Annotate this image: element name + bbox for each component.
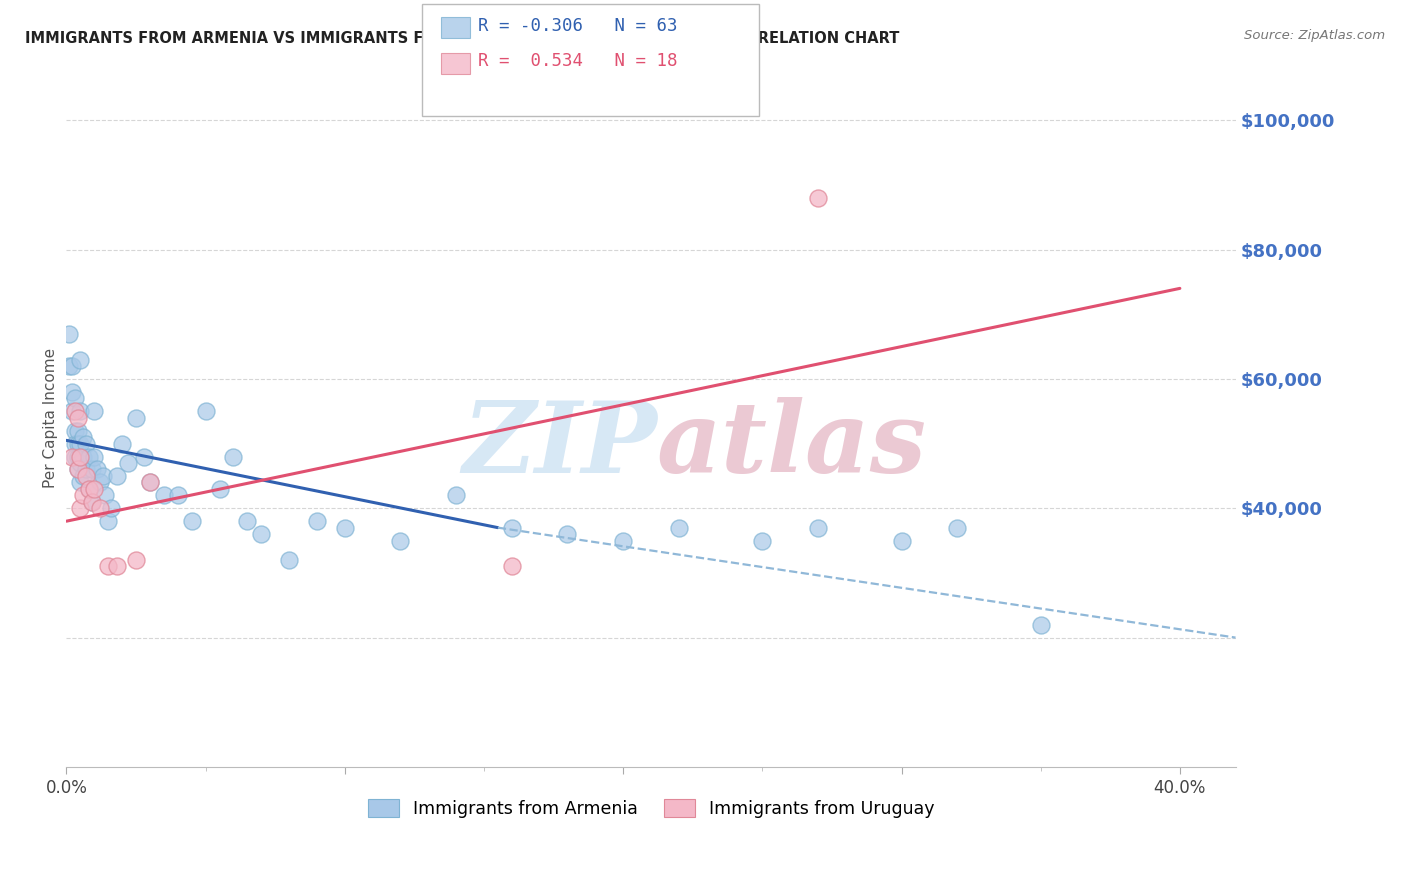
Point [668,521,690,535]
Point [80,495,103,509]
Text: Source: ZipAtlas.com: Source: ZipAtlas.com [1244,29,1385,42]
Point [557,527,579,541]
Point [89,501,111,516]
Point [250,527,273,541]
Point [72,450,94,464]
Point [60,384,83,399]
Point [58,359,80,373]
Point [86,462,108,476]
Point [1029,617,1052,632]
Point [89,475,111,490]
Point [807,191,830,205]
Point [63,404,86,418]
Point [63,436,86,450]
Point [66,450,89,464]
Point [75,469,97,483]
Point [69,475,91,490]
Point [69,501,91,516]
Point [69,456,91,470]
Point [501,521,523,535]
Point [946,521,969,535]
Point [63,392,86,406]
Point [80,462,103,476]
Point [60,450,83,464]
Point [66,424,89,438]
Point [75,462,97,476]
Text: ZIP: ZIP [461,398,657,494]
Point [105,469,128,483]
Point [66,462,89,476]
Text: IMMIGRANTS FROM ARMENIA VS IMMIGRANTS FROM URUGUAY PER CAPITA INCOME CORRELATION: IMMIGRANTS FROM ARMENIA VS IMMIGRANTS FR… [25,31,900,46]
Point [111,436,134,450]
Point [60,359,83,373]
Point [125,553,148,567]
Point [222,450,245,464]
Point [194,404,217,418]
Point [66,462,89,476]
Point [66,410,89,425]
Text: R = -0.306   N = 63: R = -0.306 N = 63 [478,17,678,35]
Point [125,410,148,425]
Point [77,450,100,464]
Point [100,501,122,516]
Point [153,488,176,502]
Text: atlas: atlas [657,398,927,494]
Point [58,326,80,341]
Point [208,482,231,496]
Point [333,521,356,535]
Point [612,533,634,548]
Point [69,404,91,418]
Point [69,436,91,450]
Point [75,436,97,450]
Legend: Immigrants from Armenia, Immigrants from Uruguay: Immigrants from Armenia, Immigrants from… [361,792,941,824]
Point [72,430,94,444]
Point [236,514,259,528]
Point [97,559,120,574]
Point [117,456,139,470]
Point [501,559,523,574]
Point [83,482,105,496]
Point [139,475,162,490]
Point [83,404,105,418]
Point [134,450,156,464]
Point [72,488,94,502]
Point [166,488,188,502]
Point [72,469,94,483]
Point [66,436,89,450]
Point [278,553,301,567]
Point [83,450,105,464]
Point [63,450,86,464]
Point [444,488,467,502]
Point [807,521,830,535]
Point [77,482,100,496]
Point [139,475,162,490]
Point [751,533,773,548]
Point [389,533,412,548]
Point [80,495,103,509]
Text: R =  0.534   N = 18: R = 0.534 N = 18 [478,53,678,70]
Point [180,514,202,528]
Point [77,482,100,496]
Point [63,424,86,438]
Point [890,533,912,548]
Point [305,514,328,528]
Point [91,469,114,483]
Point [105,559,128,574]
Y-axis label: Per Capita Income: Per Capita Income [44,348,58,488]
Point [69,450,91,464]
Point [60,404,83,418]
Point [69,352,91,367]
Point [97,514,120,528]
Point [94,488,117,502]
